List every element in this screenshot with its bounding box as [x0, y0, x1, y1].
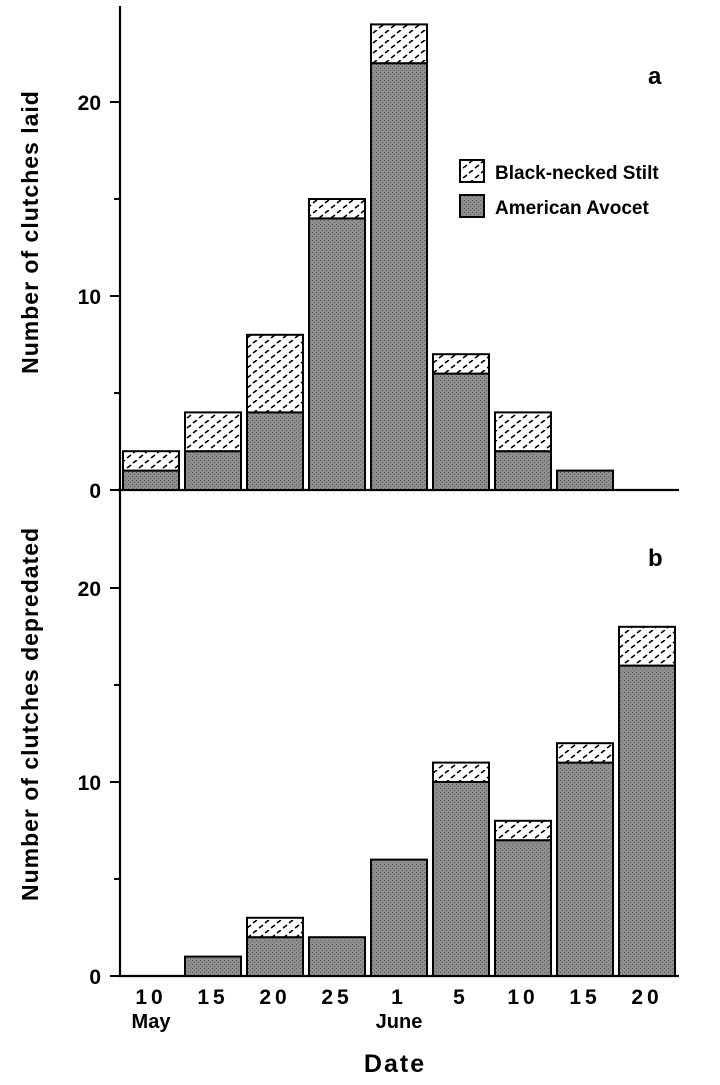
- panel-a-bars: [122, 23, 614, 492]
- panel-a-y-ticks: 0 10 20: [78, 92, 120, 503]
- panel-a-bar-avocet: [494, 450, 552, 492]
- panel-b-y-tick-label: 0: [89, 966, 101, 989]
- panel-a-bar-avocet: [122, 469, 180, 492]
- x-tick-label: 10: [135, 986, 166, 1009]
- panel-a-y-axis-title: Number of clutches laid: [17, 90, 43, 374]
- panel-a-bar-stilt: [494, 411, 552, 453]
- panel-a-y-tick-label: 10: [78, 286, 101, 309]
- panel-a-bar-avocet: [370, 62, 428, 491]
- legend-swatch-stilt: [459, 159, 485, 183]
- x-tick-label: 5: [453, 986, 469, 1009]
- panel-a-bar-avocet: [556, 469, 614, 492]
- panel-a-y-tick-label: 0: [89, 480, 101, 503]
- panel-a-bar-stilt: [308, 198, 366, 220]
- panel-a-bar-avocet: [308, 217, 366, 491]
- panel-a-bar-avocet: [432, 372, 490, 492]
- panel-a-bar-avocet: [246, 411, 304, 491]
- panel-b-bar-stilt: [494, 819, 552, 842]
- panel-a: 0 10 20 a Number of clutches laid Black-ne…: [17, 6, 679, 503]
- panel-b-bar-stilt: [432, 761, 490, 783]
- panel-a-label: a: [648, 63, 662, 90]
- panel-b-bar-stilt: [246, 916, 304, 939]
- legend-swatch-avocet: [459, 194, 485, 218]
- panel-a-bar-stilt: [432, 353, 490, 375]
- panel-b-bar-stilt: [556, 742, 614, 764]
- x-tick-label: 15: [197, 986, 228, 1009]
- panel-b-y-tick-label: 20: [78, 578, 101, 601]
- x-tick-label: 15: [569, 986, 600, 1009]
- panel-b-bar-avocet: [246, 936, 304, 978]
- month-label: June: [376, 1011, 423, 1033]
- x-tick-label: 20: [631, 986, 662, 1009]
- panel-a-bar-stilt: [370, 23, 428, 65]
- panel-a-bar-stilt: [246, 333, 304, 414]
- panel-b-y-axis-title: Number of clutches depredated: [17, 527, 43, 901]
- panel-b-label: b: [648, 545, 663, 572]
- x-tick-label: 10: [507, 986, 538, 1009]
- legend-label-avocet: American Avocet: [495, 198, 649, 219]
- panel-b-y-ticks: 0 10 20: [78, 578, 120, 989]
- panel-b-bar-avocet: [494, 839, 552, 978]
- month-label: May: [132, 1011, 172, 1033]
- panel-a-y-tick-label: 20: [78, 92, 101, 115]
- panel-a-bar-stilt: [184, 411, 242, 453]
- panel-b-bar-avocet: [432, 781, 490, 977]
- panel-b-y-tick-label: 10: [78, 772, 101, 795]
- x-tick-labels: 10 15 20 25 1 5 10 15 20: [135, 986, 662, 1009]
- x-tick-label: 1: [391, 986, 407, 1009]
- month-labels: May June: [132, 1011, 423, 1033]
- x-tick-label: 25: [321, 986, 352, 1009]
- panel-a-bar-stilt: [122, 450, 180, 472]
- panel-b-bar-avocet: [370, 858, 428, 977]
- panel-b-bar-avocet: [556, 761, 614, 977]
- panel-b-bars: [184, 625, 676, 978]
- panel-a-bar-avocet: [184, 450, 242, 492]
- panel-b-bar-avocet: [184, 955, 242, 977]
- x-tick-label: 20: [259, 986, 290, 1009]
- panel-b-bar-avocet: [618, 664, 676, 977]
- legend: Black-necked Stilt American Avocet: [459, 159, 659, 219]
- x-axis-title: Date: [364, 1050, 426, 1078]
- panel-b-bar-stilt: [618, 625, 676, 667]
- panel-b-bar-avocet: [308, 936, 366, 978]
- legend-label-stilt: Black-necked Stilt: [495, 163, 659, 184]
